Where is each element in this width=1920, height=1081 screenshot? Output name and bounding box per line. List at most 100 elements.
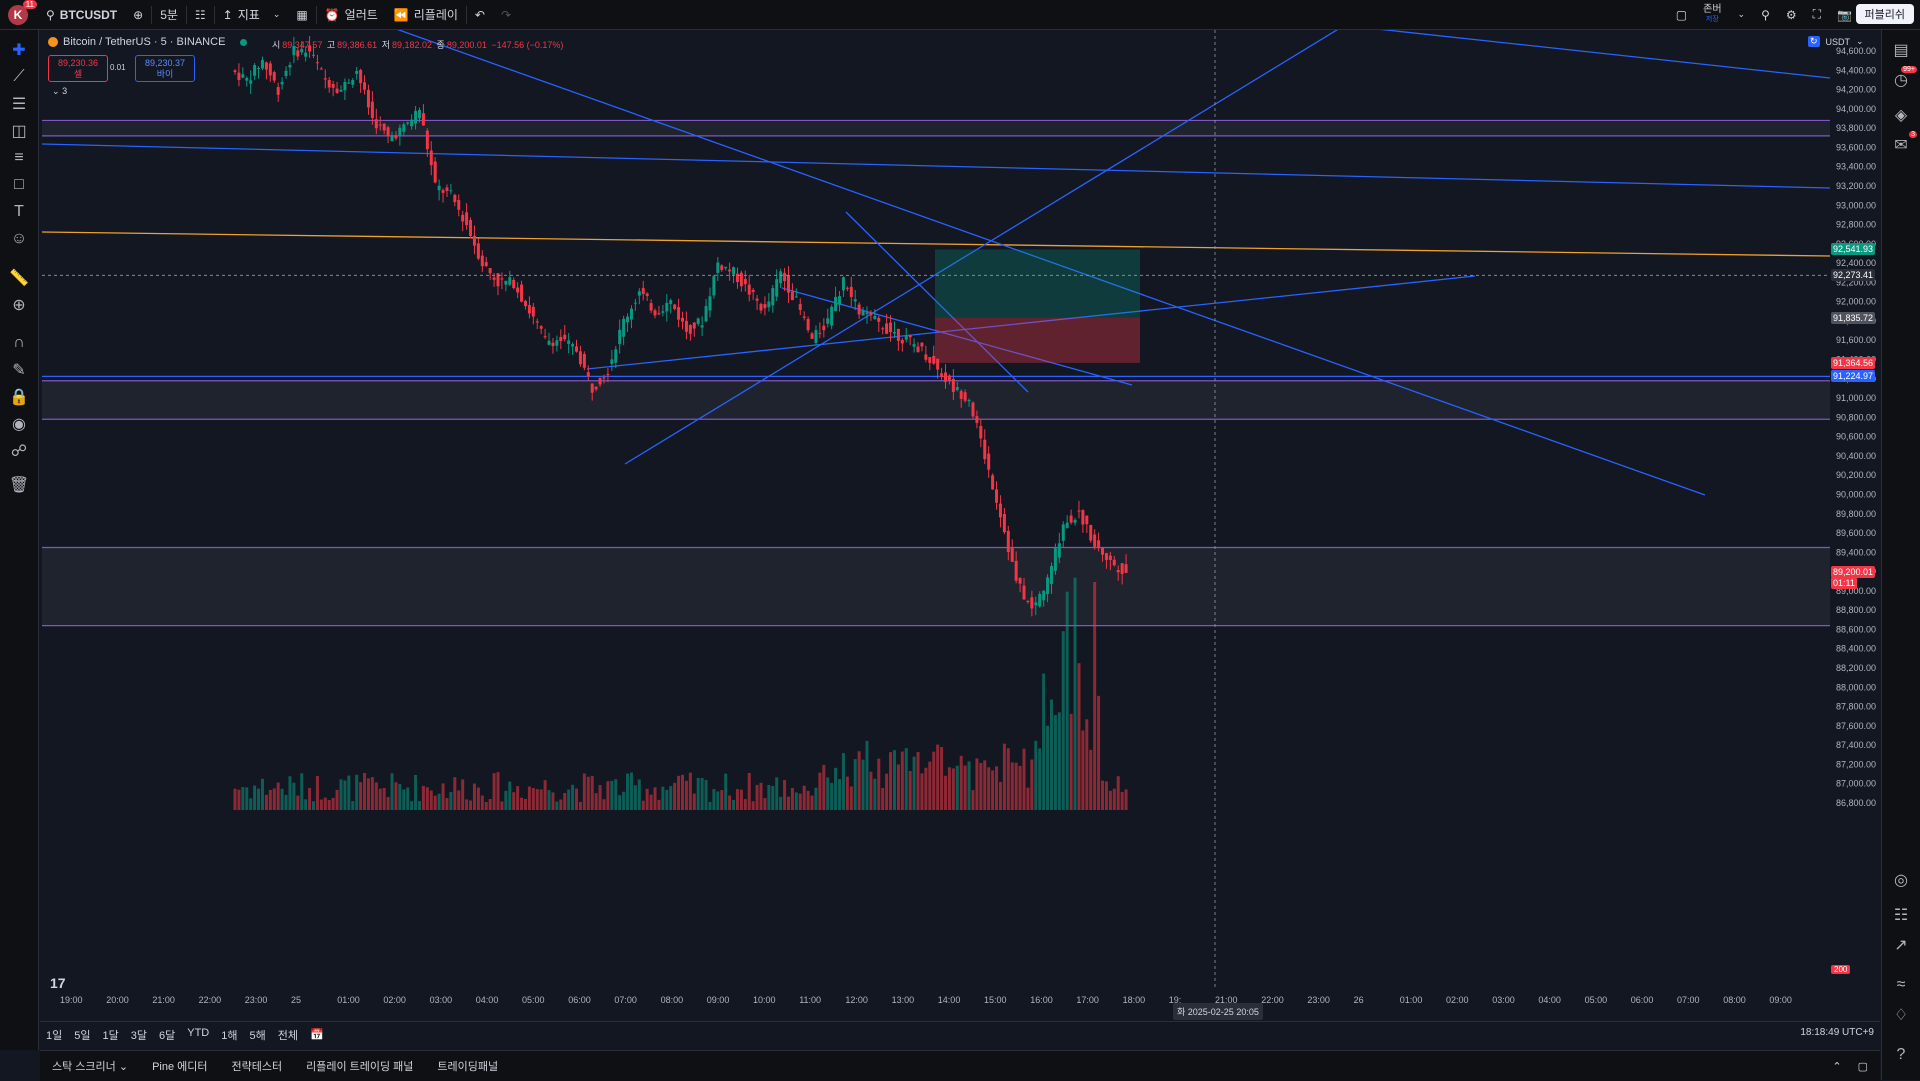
zoom-tool[interactable]: ⊕ [9,295,29,315]
indicators-button[interactable]: ↥ 지표 ⌄ [215,0,289,29]
volume-bar [237,789,241,810]
volume-bar [845,776,849,810]
volume-bar [951,768,955,810]
maximize-panel-icon[interactable]: ▢ [1857,1060,1868,1073]
volume-bar [586,776,590,810]
ruler-tool[interactable]: 📏 [9,268,29,288]
candle-body [779,271,783,284]
link-tool[interactable]: ☍ [9,441,29,461]
volume-bar [571,784,575,810]
replay-button[interactable]: ⏪ 리플레이 [386,0,466,29]
price-tick: 88,400.00 [1836,644,1876,654]
candle-body [308,45,312,52]
sell-button[interactable]: 89,230.36 셀 [48,55,108,82]
bottom-tab-1[interactable]: Pine 에디터 [152,1061,208,1073]
collapse-panel-icon[interactable]: ⌃ [1832,1060,1842,1073]
trendline-tool[interactable]: ⟋ [9,67,29,87]
price-chart[interactable]: 94,600.00 94,400.00 94,200.00 94,000.00 93,8… [40,30,1880,1020]
volume-bar [1014,762,1018,810]
news-button[interactable]: ≈ [1891,975,1911,995]
pattern-tool[interactable]: ◫ [9,121,29,141]
crosshair-tool[interactable]: ✚ [9,40,29,60]
publish-button[interactable]: 퍼블리쉬 [1855,4,1914,24]
alert-button[interactable]: ⏰ 얼러트 [317,0,386,29]
close-key: 종 [436,40,445,50]
range-4[interactable]: 6달 [159,1029,176,1042]
candle-body [826,318,830,324]
candle-body [720,265,724,270]
currency-selector[interactable]: ↻ USDT ⌄ [1808,36,1864,47]
timezone-clock[interactable]: 18:18:49 UTC+9 [1800,1027,1874,1038]
candle-body [1061,524,1065,541]
candle-body [394,135,398,139]
hide-drawings-tool[interactable]: ◉ [9,414,29,434]
tradingview-logo: 17 [50,975,66,991]
trend-line [41,231,1831,257]
buy-button[interactable]: 89,230.37 바이 [135,55,195,82]
range-8[interactable]: 전체 [277,1029,298,1042]
redo-button[interactable]: ↷ [493,0,519,29]
layout-button[interactable]: ▢ [1668,0,1695,29]
chats-button[interactable]: ✉ 3 [1891,131,1917,155]
fullscreen-button[interactable]: ⛶ [1805,0,1829,29]
layers-button[interactable]: ◈ [1891,105,1911,125]
help-button[interactable]: ? [1891,1045,1911,1065]
delete-drawings-tool[interactable]: 🗑 [9,475,29,495]
target-button[interactable]: ◎ [1891,870,1911,890]
bottom-panel-tabs: 스탁 스크리너 ⌄ Pine 에디터 전략테스터 리플레이 트레이딩 패널 트레이딩패널… [40,1050,1880,1081]
interval-label: 5분 [160,8,178,22]
range-2[interactable]: 1달 [102,1029,119,1042]
volume-bar [543,780,547,810]
strategy-button[interactable]: ↗ [1891,935,1911,955]
chart-type-button[interactable]: ☷ [187,0,214,29]
time-tick: 12:00 [845,995,868,1005]
range-7[interactable]: 5해 [249,1029,266,1042]
time-tick: 01:00 [337,995,360,1005]
shapes-tool[interactable]: □ [9,175,29,195]
text-tool[interactable]: T [9,202,29,222]
candle-body [759,304,763,311]
indicators-collapse-toggle[interactable]: ⌄ 3 [52,86,67,97]
watchlist-button[interactable]: ▤ [1891,40,1911,60]
stay-drawing-tool[interactable]: ✎ [9,360,29,380]
range-3[interactable]: 3달 [130,1029,147,1042]
order-quantity[interactable]: 0.01 [110,63,126,72]
bottom-tab-3[interactable]: 리플레이 트레이딩 패널 [306,1061,414,1073]
bottom-tab-2[interactable]: 전략테스터 [231,1061,283,1073]
volume-bar [500,801,504,810]
candle-body [429,150,433,166]
settings-button[interactable]: ⚙ [1778,0,1805,29]
range-0[interactable]: 1일 [46,1029,63,1042]
compare-symbol-button[interactable]: ⊕ [125,0,151,29]
layout-menu-button[interactable]: ⌄ [1730,0,1754,29]
layout-name-button[interactable]: 존버 저장 [1695,0,1729,29]
magnet-tool[interactable]: ∩ [9,333,29,353]
interval-button[interactable]: 5분 [152,0,186,29]
alerts-panel-button[interactable]: ◷ 99+ [1891,66,1917,90]
goto-date-button[interactable]: 📅 [304,1028,330,1041]
calendar-button[interactable]: ☷ [1891,905,1911,925]
symbol-search-button[interactable]: ⚲ BTCUSDT [38,0,125,29]
emoji-tool[interactable]: ☺ [9,229,29,249]
bottom-tab-0[interactable]: 스탁 스크리너 ⌄ [52,1061,129,1073]
volume-bar [504,790,508,810]
notifications-button[interactable]: ♢ [1891,1005,1911,1025]
undo-button[interactable]: ↶ [467,0,493,29]
snapshot-button[interactable]: 📷 [1829,0,1860,29]
range-5[interactable]: YTD [187,1026,210,1039]
volume-bar [547,790,551,810]
range-1[interactable]: 5일 [74,1029,91,1042]
volume-bar [626,773,630,810]
range-6[interactable]: 1해 [221,1029,238,1042]
volume-bar [308,787,312,810]
bottom-tab-4[interactable]: 트레이딩패널 [437,1061,499,1073]
templates-button[interactable]: ▦ [288,0,315,29]
horizontal-lines-tool[interactable]: ☰ [9,94,29,114]
widget-bar: ▤ ◷ 99+ ◈ ✉ 3 ◎ ☷ ↗ ≈ ♢ ? [1881,30,1920,1080]
candle-body [747,284,751,295]
volume-bar [759,782,763,810]
fibonacci-tool[interactable]: ≡ [9,148,29,168]
quick-search-button[interactable]: ⚲ [1753,0,1778,29]
user-avatar[interactable]: K 11 [8,0,37,25]
lock-drawings-tool[interactable]: 🔒 [9,387,29,407]
